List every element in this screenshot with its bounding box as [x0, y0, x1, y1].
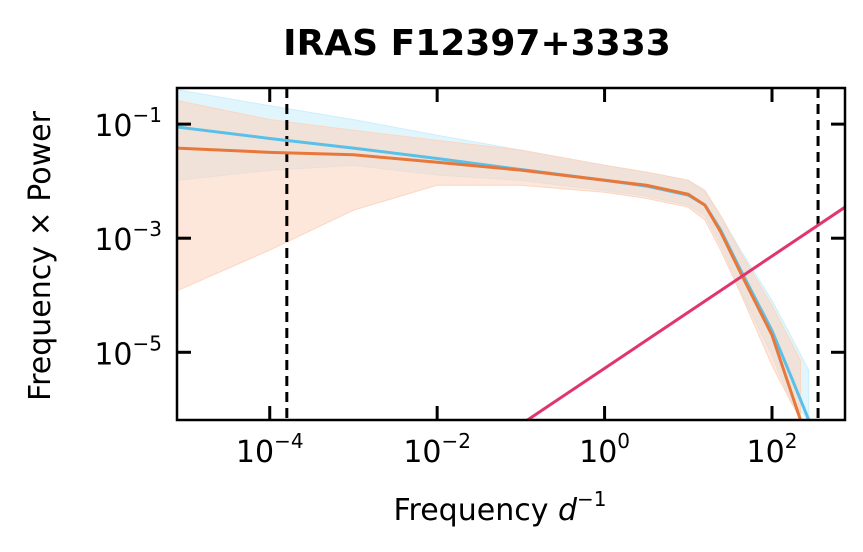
- series-line: [526, 205, 845, 420]
- plot-frame: [175, 86, 847, 422]
- plot-area: [177, 88, 845, 420]
- uncertainty-band: [177, 99, 801, 420]
- axes: 10−4 10−2 100 102 10−1 10−3 10−5: [94, 86, 847, 470]
- x-tick-label: 10−4: [236, 429, 304, 470]
- y-tick-label: 10−5: [94, 331, 162, 372]
- y-axis-label: Frequency × Power: [23, 110, 58, 401]
- y-tick-label: 10−3: [94, 217, 162, 258]
- x-tick-label: 102: [747, 429, 798, 470]
- y-tick-label: 10−1: [94, 103, 162, 144]
- x-tick-label: 100: [579, 429, 630, 470]
- x-axis-label: Frequency d−1: [393, 487, 606, 528]
- x-tick-label: 10−2: [403, 429, 471, 470]
- series-line: [177, 146, 802, 420]
- chart-title: IRAS F12397+3333: [283, 23, 671, 64]
